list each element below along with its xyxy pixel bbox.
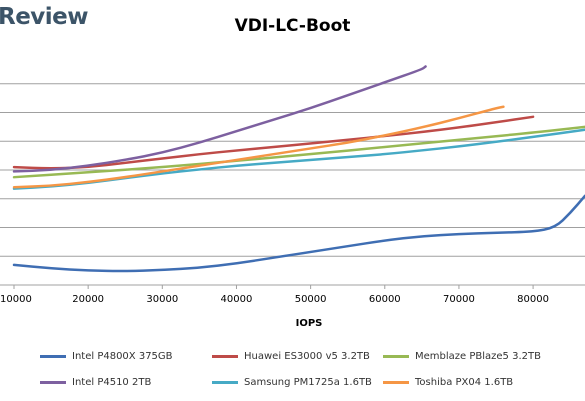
chart-title: VDI-LC-Boot [234, 16, 351, 36]
legend-swatch [212, 354, 238, 358]
chart-legend: Intel P4800X 375GB Huawei ES3000 v5 3.2TB… [0, 348, 585, 398]
legend-swatch [40, 354, 66, 358]
legend-swatch [383, 354, 409, 358]
legend-label: Intel P4800X 375GB [72, 350, 173, 362]
x-axis-label: IOPS [296, 318, 323, 329]
series-line-6 [12, 105, 505, 189]
x-tick-label-70000: 70000 [443, 294, 475, 305]
legend-item-4: Intel P4510 2TB [40, 374, 151, 390]
legend-label: Memblaze PBlaze5 3.2TB [415, 350, 541, 362]
legend-swatch [40, 380, 66, 384]
legend-label: Intel P4510 2TB [72, 376, 152, 388]
x-tick-label-40000: 40000 [221, 294, 253, 305]
legend-swatch [212, 380, 238, 384]
x-tick-label-80000: 80000 [517, 294, 549, 305]
series-line-2 [12, 115, 535, 170]
x-tick-label-10000: 10000 [0, 294, 32, 305]
legend-label: Samsung PM1725a 1.6TB [244, 376, 372, 388]
legend-swatch [383, 380, 409, 384]
x-tick-label-50000: 50000 [295, 294, 327, 305]
legend-item-1: Intel P4800X 375GB [40, 348, 173, 364]
legend-label: Toshiba PX04 1.6TB [415, 376, 514, 388]
x-tick-label-20000: 20000 [72, 294, 104, 305]
legend-item-3: Memblaze PBlaze5 3.2TB [383, 348, 541, 364]
x-tick-label-30000: 30000 [146, 294, 178, 305]
series-line-4 [12, 65, 427, 173]
brand-logo-text: Review [0, 4, 89, 30]
legend-item-2: Huawei ES3000 v5 3.2TB [212, 348, 370, 364]
legend-item-5: Samsung PM1725a 1.6TB [212, 374, 372, 390]
series-line-3 [12, 125, 585, 179]
x-tick-label-60000: 60000 [369, 294, 401, 305]
series-line-1 [12, 194, 585, 273]
legend-label: Huawei ES3000 v5 3.2TB [244, 350, 370, 362]
legend-item-6: Toshiba PX04 1.6TB [383, 374, 513, 390]
